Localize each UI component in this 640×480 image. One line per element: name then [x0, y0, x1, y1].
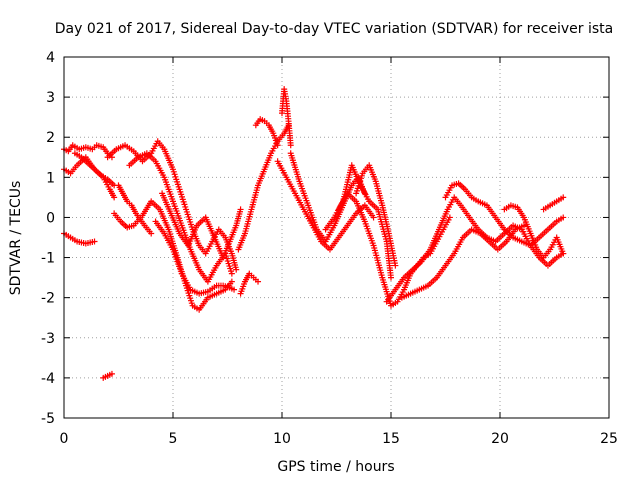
x-tick-label: 20 [491, 431, 509, 447]
series-arc-w [442, 180, 567, 249]
y-tick-label: -1 [41, 251, 55, 267]
series-arc-r [322, 162, 394, 281]
y-tick-label: 3 [46, 90, 55, 106]
plot-frame [63, 56, 610, 419]
x-tick-label: 0 [60, 431, 69, 447]
series-marker-path [252, 116, 281, 149]
series-arc-u [383, 194, 567, 305]
series-marker-path [540, 194, 567, 213]
y-tick-label: -4 [41, 371, 55, 387]
series-arc-e [71, 150, 118, 189]
y-tick-label: 1 [46, 170, 55, 186]
y-tick-label: -3 [41, 331, 55, 347]
x-tick-label: 15 [382, 431, 400, 447]
series-arc-p [274, 158, 377, 253]
y-tick-label: -5 [41, 411, 55, 427]
series-arc-x [501, 202, 567, 261]
chart-title: Day 021 of 2017, Sidereal Day-to-day VTE… [55, 21, 613, 37]
series-marker-path [235, 122, 292, 253]
y-tick-label: -2 [41, 291, 55, 307]
x-tick-label: 10 [273, 431, 291, 447]
series-arc-k [159, 190, 244, 261]
series-arc-m [235, 122, 292, 253]
series-marker-path [274, 158, 377, 253]
series-marker-path [61, 230, 98, 247]
series-arc-s [353, 162, 399, 269]
series-arc-d [100, 370, 115, 381]
series-arc-n [252, 116, 281, 149]
series-marker-path [442, 180, 567, 249]
x-tick-label: 25 [600, 431, 618, 447]
series-arc-j [152, 218, 238, 297]
x-axis-label: GPS time / hours [277, 459, 394, 475]
series-arc-c [61, 230, 98, 247]
y-tick-label: 4 [46, 50, 55, 66]
series-marker-path [237, 270, 262, 297]
y-axis-label: SDTVAR / TECUs [8, 181, 24, 296]
series-arc-o [279, 86, 294, 149]
y-tick-label: 2 [46, 130, 55, 146]
y-tick-label: 0 [46, 210, 55, 226]
series-arc-y [540, 194, 567, 213]
series-arc-l [237, 270, 262, 297]
x-tick-label: 5 [169, 431, 178, 447]
